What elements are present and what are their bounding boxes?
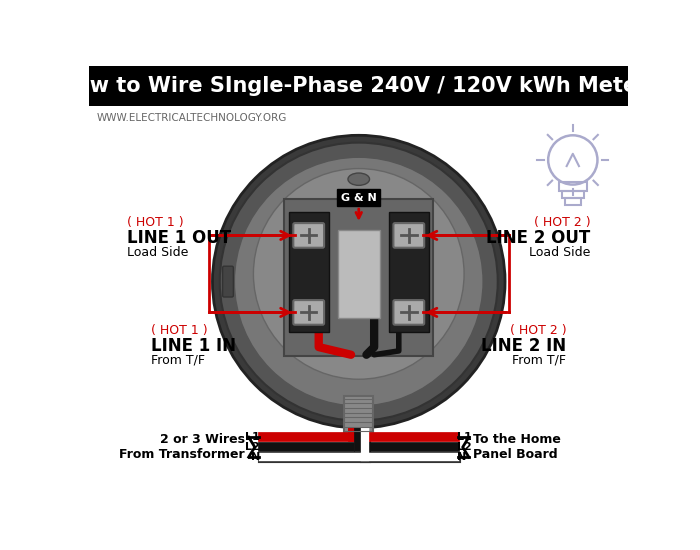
FancyBboxPatch shape: [293, 300, 324, 324]
Text: Load Side: Load Side: [127, 246, 188, 259]
Text: L2: L2: [457, 442, 472, 452]
Bar: [565, 199, 580, 205]
Text: ( HOT 1 ): ( HOT 1 ): [151, 324, 208, 337]
FancyBboxPatch shape: [284, 199, 433, 356]
Text: LINE 1 OUT: LINE 1 OUT: [127, 228, 231, 246]
Bar: [559, 182, 587, 191]
Circle shape: [234, 157, 483, 406]
Text: LINE 2 IN: LINE 2 IN: [481, 337, 566, 355]
Bar: [562, 191, 584, 199]
FancyBboxPatch shape: [393, 223, 424, 248]
Bar: [90, 66, 629, 106]
FancyBboxPatch shape: [293, 223, 324, 248]
FancyBboxPatch shape: [223, 266, 233, 297]
Text: LINE 2 OUT: LINE 2 OUT: [486, 228, 591, 246]
Text: LINE 1 IN: LINE 1 IN: [151, 337, 236, 355]
Text: G & N: G & N: [341, 192, 377, 202]
Text: ( HOT 2 ): ( HOT 2 ): [510, 324, 566, 337]
Circle shape: [253, 168, 464, 379]
FancyBboxPatch shape: [288, 212, 329, 332]
Text: ( HOT 1 ): ( HOT 1 ): [127, 216, 183, 229]
Circle shape: [213, 135, 505, 428]
Text: L1: L1: [246, 432, 260, 442]
Text: L1: L1: [457, 432, 472, 442]
Text: To the Home
Panel Board: To the Home Panel Board: [473, 433, 561, 461]
Circle shape: [220, 142, 498, 421]
Text: WWW.ELECTRICALTECHNOLOGY.ORG: WWW.ELECTRICALTECHNOLOGY.ORG: [97, 113, 287, 123]
FancyBboxPatch shape: [389, 212, 429, 332]
Text: 2 or 3 Wires
From Transformer: 2 or 3 Wires From Transformer: [119, 433, 245, 461]
Text: How to Wire SIngle-Phase 240V / 120V kWh Meter?: How to Wire SIngle-Phase 240V / 120V kWh…: [58, 76, 659, 96]
Text: ( HOT 2 ): ( HOT 2 ): [534, 216, 591, 229]
Text: N: N: [457, 452, 467, 462]
Text: From T/F: From T/F: [151, 354, 205, 367]
Text: L2: L2: [246, 442, 260, 452]
Text: Load Side: Load Side: [529, 246, 591, 259]
Bar: [337, 189, 380, 206]
Text: N: N: [251, 452, 260, 462]
Ellipse shape: [348, 173, 370, 185]
Text: From T/F: From T/F: [512, 354, 566, 367]
FancyBboxPatch shape: [393, 300, 424, 324]
FancyBboxPatch shape: [338, 230, 379, 318]
Bar: [344, 395, 373, 436]
